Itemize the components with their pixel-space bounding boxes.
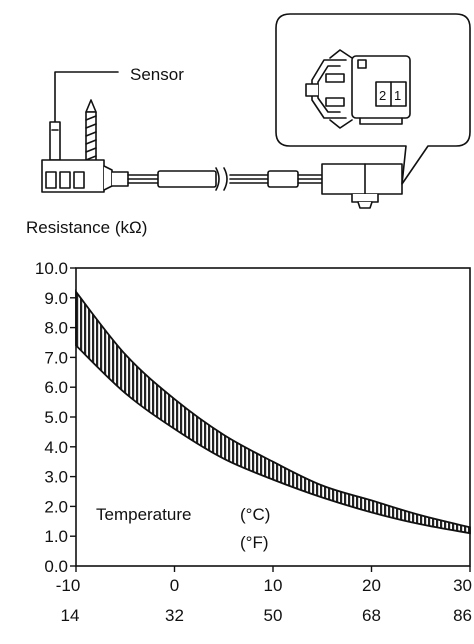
- x-axis-legend: Temperature (°C) (°F): [93, 502, 273, 555]
- x-unit-celsius: (°C): [240, 505, 270, 524]
- x-tick-label-fahrenheit: 32: [165, 606, 184, 625]
- wire-harness: [111, 167, 323, 191]
- x-axis-label: Temperature: [96, 505, 191, 524]
- connector-pin-2: 2: [379, 88, 386, 103]
- x-tick-label-celsius: 30: [453, 576, 472, 595]
- y-axis-label: Resistance (kΩ): [26, 218, 147, 237]
- x-tick-label-fahrenheit: 86: [453, 606, 472, 625]
- y-tick-label: 7.0: [44, 348, 68, 367]
- sensor-leader-line: [54, 71, 119, 123]
- x-unit-fahrenheit: (°F): [240, 533, 269, 552]
- y-tick-label: 4.0: [44, 438, 68, 457]
- y-axis: 10.0 9.0 8.0 7.0 6.0 5.0 4.0 3.0 2.0 1.0 0.0: [35, 259, 76, 576]
- connector-pin-1: 1: [394, 88, 401, 103]
- connector-front-view: [305, 49, 411, 129]
- x-axis: -10 14 0 32 10 50 20 68 30 86: [56, 566, 472, 625]
- x-tick-label-fahrenheit: 14: [61, 606, 80, 625]
- sensor-illustration: Sensor: [41, 13, 471, 209]
- y-tick-label: 5.0: [44, 408, 68, 427]
- sensor-body: [41, 159, 113, 193]
- y-tick-label: 6.0: [44, 378, 68, 397]
- sensor-label: Sensor: [130, 65, 184, 84]
- resistance-temperature-chart: Resistance (kΩ) 10.0 9.0 8.0 7.0 6.0 5.0 4.0 3.…: [26, 218, 472, 625]
- y-tick-label: 9.0: [44, 289, 68, 308]
- sensor-screw: [85, 99, 97, 165]
- sensor-probe: [49, 121, 61, 161]
- x-tick-label-celsius: 20: [362, 576, 381, 595]
- resistance-band: [75, 289, 471, 535]
- y-tick-label: 0.0: [44, 557, 68, 576]
- x-tick-label-celsius: 10: [264, 576, 283, 595]
- x-tick-label-fahrenheit: 50: [264, 606, 283, 625]
- y-tick-label: 3.0: [44, 468, 68, 487]
- x-tick-label-fahrenheit: 68: [362, 606, 381, 625]
- y-tick-label: 10.0: [35, 259, 68, 278]
- harness-connector: [321, 163, 403, 209]
- y-tick-label: 2.0: [44, 497, 68, 516]
- x-tick-label-celsius: 0: [170, 576, 179, 595]
- y-tick-label: 8.0: [44, 319, 68, 338]
- y-tick-label: 1.0: [44, 527, 68, 546]
- x-tick-label-celsius: -10: [56, 576, 81, 595]
